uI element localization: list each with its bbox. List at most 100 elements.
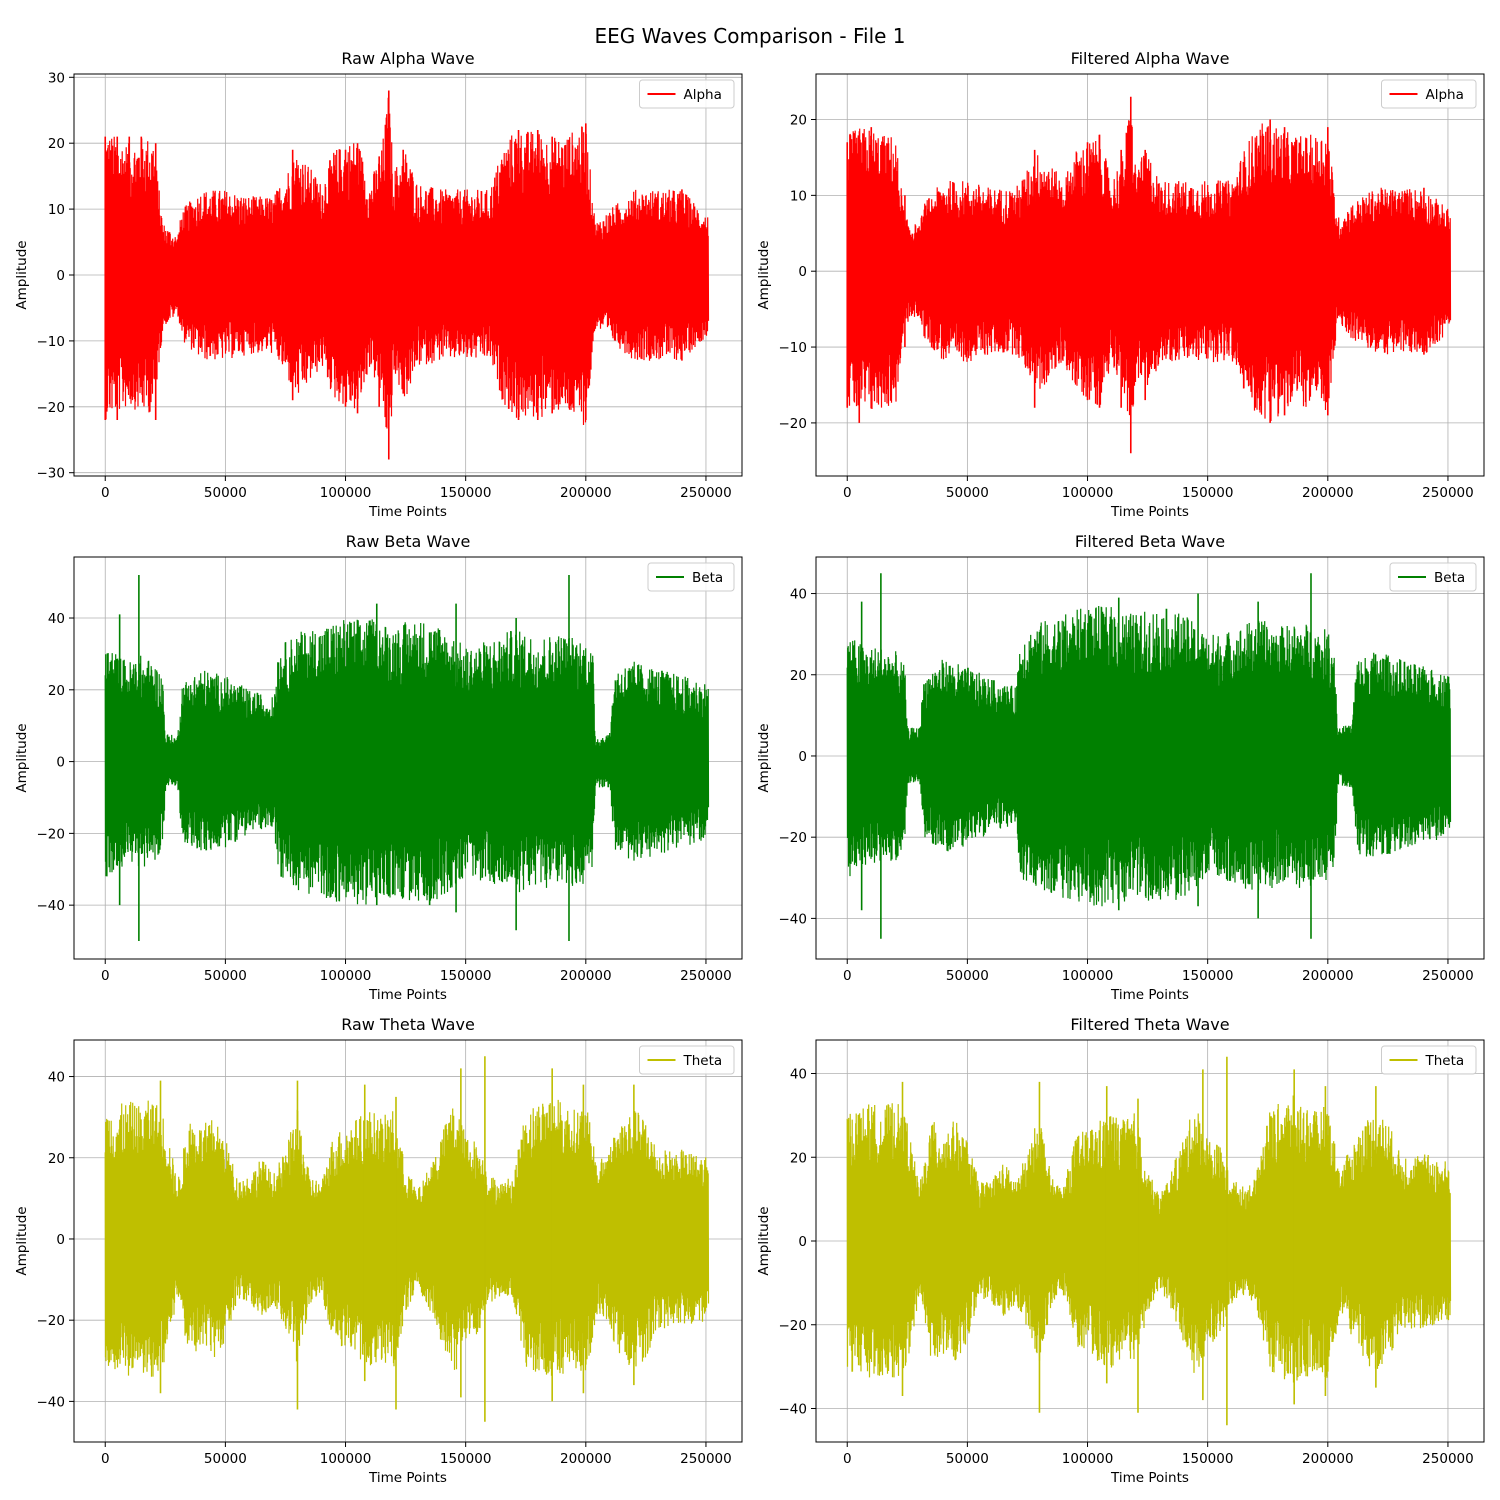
legend-box	[639, 79, 735, 109]
chart-title: Filtered Beta Wave	[1075, 532, 1225, 551]
y-tick-label: −40	[37, 1394, 66, 1410]
y-tick-label: 30	[48, 70, 65, 86]
x-tick-label: 0	[101, 1451, 110, 1467]
x-tick-label: 200000	[1302, 1451, 1354, 1467]
y-tick-label: 20	[790, 113, 807, 129]
chart-panel: 0 50000 100000 150000 200000 250000 −40 −20 0 20 4…	[14, 532, 743, 1003]
x-tick-label: 250000	[680, 485, 732, 501]
legend-label: Theta	[683, 1053, 723, 1069]
legend-label: Beta	[1434, 570, 1465, 586]
y-tick-label: −40	[779, 1402, 808, 1418]
x-tick-label: 200000	[1302, 968, 1354, 984]
series-line-beta	[846, 605, 1452, 907]
y-tick-label: 10	[790, 188, 807, 204]
legend-box	[1389, 562, 1477, 592]
y-tick-label: 20	[48, 1151, 65, 1167]
x-tick-label: 200000	[560, 1451, 612, 1467]
figure-title: EEG Waves Comparison - File 1	[594, 24, 906, 48]
legend-label: Theta	[1425, 1053, 1465, 1069]
x-tick-label: 50000	[204, 485, 247, 501]
y-tick-label: 40	[48, 611, 65, 627]
x-tick-label: 50000	[946, 1451, 989, 1467]
series-line-theta	[846, 1095, 1452, 1383]
chart-panel: 0 50000 100000 150000 200000 250000 −40 −20 0 20 4…	[14, 1015, 743, 1486]
x-tick-label: 100000	[1062, 1451, 1114, 1467]
x-tick-label: 150000	[440, 968, 492, 984]
y-axis-label: Amplitude	[756, 1206, 772, 1275]
series-line-theta	[104, 1099, 710, 1377]
y-tick-label: 0	[798, 1234, 807, 1250]
chart-panel: 0 50000 100000 150000 200000 250000 −40 −20 0 20 4…	[756, 1015, 1485, 1486]
x-tick-label: 200000	[1302, 485, 1354, 501]
chart-title: Raw Beta Wave	[346, 532, 471, 551]
y-tick-label: 0	[56, 755, 65, 771]
y-tick-label: 40	[790, 1067, 807, 1083]
x-tick-label: 250000	[1422, 485, 1474, 501]
chart-title: Filtered Theta Wave	[1070, 1015, 1229, 1034]
y-tick-label: 0	[56, 1232, 65, 1248]
x-tick-label: 100000	[1062, 485, 1114, 501]
x-tick-label: 50000	[946, 485, 989, 501]
x-tick-label: 150000	[1182, 1451, 1234, 1467]
x-tick-label: 100000	[320, 968, 372, 984]
x-tick-label: 250000	[1422, 968, 1474, 984]
x-tick-label: 0	[843, 1451, 852, 1467]
y-tick-label: 20	[48, 683, 65, 699]
y-tick-label: 40	[790, 587, 807, 603]
chart-title: Filtered Alpha Wave	[1071, 49, 1230, 68]
x-tick-label: 0	[101, 485, 110, 501]
legend-label: Alpha	[684, 87, 722, 103]
x-tick-label: 50000	[204, 1451, 247, 1467]
y-tick-label: 20	[790, 1150, 807, 1166]
x-tick-label: 100000	[320, 1451, 372, 1467]
x-axis-label: Time Points	[1110, 504, 1189, 520]
plot-frame	[73, 556, 743, 960]
x-axis-label: Time Points	[1110, 987, 1189, 1003]
x-tick-label: 200000	[560, 485, 612, 501]
y-tick-label: −20	[37, 400, 66, 416]
chart-panel: 0 50000 100000 150000 200000 250000 −20 −10 0 10 2…	[756, 49, 1485, 520]
legend-box	[647, 562, 735, 592]
y-tick-label: −20	[37, 826, 66, 842]
legend-label: Alpha	[1426, 87, 1464, 103]
chart-panel: 0 50000 100000 150000 200000 250000 −40 −20 0 20 4…	[756, 532, 1485, 1003]
x-tick-label: 150000	[440, 1451, 492, 1467]
legend-box	[1381, 1045, 1477, 1075]
x-tick-label: 150000	[1182, 485, 1234, 501]
legend-label: Beta	[692, 570, 723, 586]
chart-panel: 0 50000 100000 150000 200000 250000 −30 −20 −10 0…	[14, 49, 743, 520]
y-axis-label: Amplitude	[756, 723, 772, 792]
x-tick-label: 0	[101, 968, 110, 984]
y-axis-label: Amplitude	[14, 240, 30, 309]
legend-box	[639, 1045, 735, 1075]
y-tick-label: −10	[779, 340, 808, 356]
chart-title: Raw Theta Wave	[341, 1015, 475, 1034]
plot-frame	[815, 556, 1485, 960]
y-tick-label: −40	[37, 898, 66, 914]
y-tick-label: −20	[779, 416, 808, 432]
plot-frame	[73, 1039, 743, 1443]
x-tick-label: 250000	[680, 1451, 732, 1467]
y-tick-label: −40	[779, 911, 808, 927]
y-tick-label: 10	[48, 202, 65, 218]
plot-frame	[815, 73, 1485, 477]
x-tick-label: 150000	[440, 485, 492, 501]
y-axis-label: Amplitude	[756, 240, 772, 309]
x-tick-label: 250000	[1422, 1451, 1474, 1467]
x-axis-label: Time Points	[1110, 1470, 1189, 1486]
series-line-alpha	[104, 97, 710, 429]
legend-box	[1381, 79, 1477, 109]
y-tick-label: 0	[56, 268, 65, 284]
y-tick-label: −20	[779, 830, 808, 846]
x-axis-label: Time Points	[368, 1470, 447, 1486]
y-tick-label: −20	[37, 1313, 66, 1329]
y-axis-label: Amplitude	[14, 723, 30, 792]
series-line-beta	[104, 619, 710, 905]
x-axis-label: Time Points	[368, 504, 447, 520]
y-tick-label: 0	[798, 749, 807, 765]
x-axis-label: Time Points	[368, 987, 447, 1003]
y-tick-label: −10	[37, 334, 66, 350]
x-tick-label: 100000	[320, 485, 372, 501]
x-tick-label: 200000	[560, 968, 612, 984]
